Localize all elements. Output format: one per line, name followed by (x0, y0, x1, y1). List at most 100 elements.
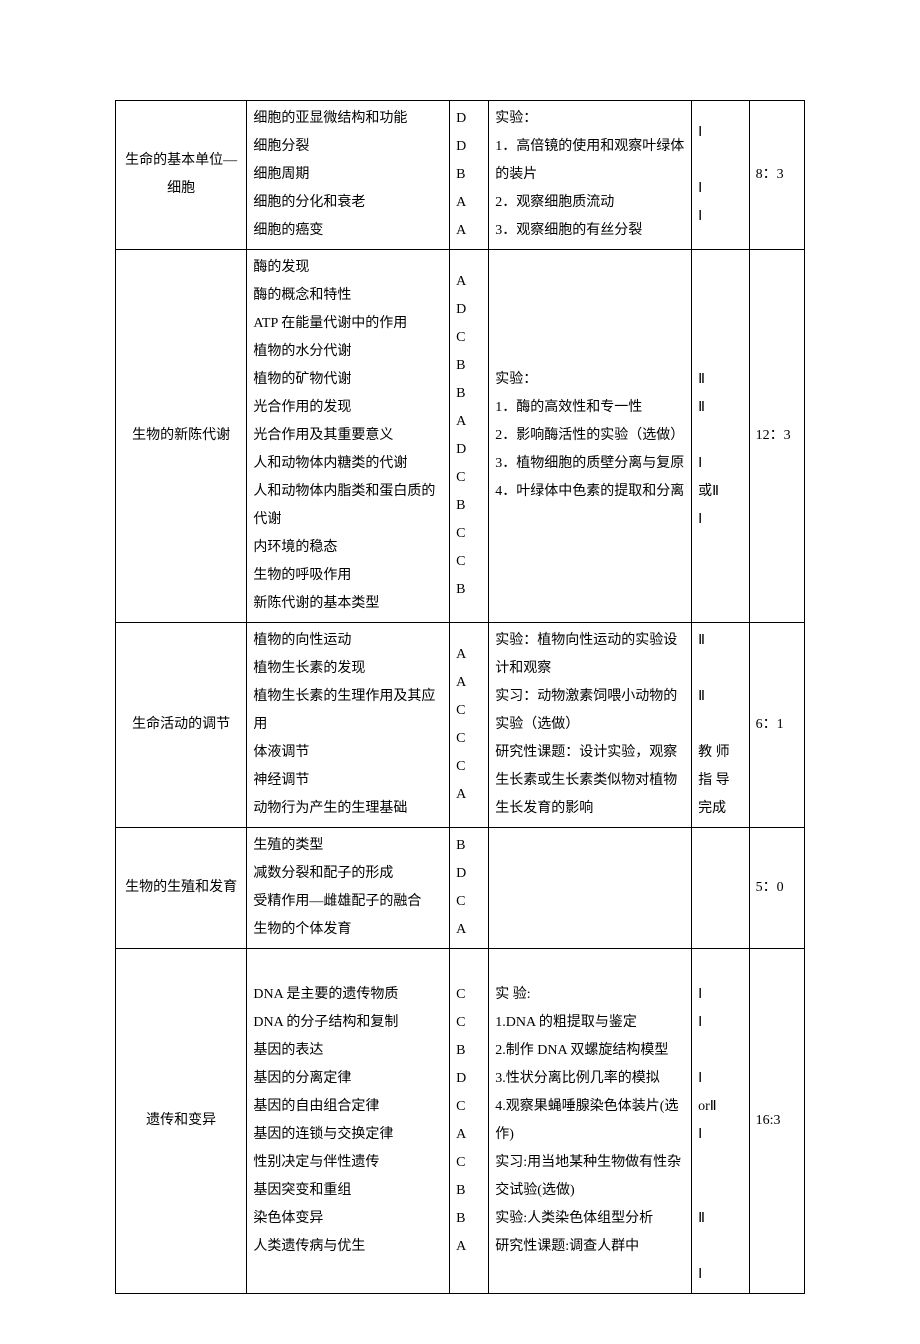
level-item: D (456, 1065, 482, 1093)
knowledge-cell: 酶的发现酶的概念和特性ATP 在能量代谢中的作用植物的水分代谢植物的矿物代谢光合… (247, 250, 450, 623)
topic-cell: 生物的生殖和发育 (116, 828, 247, 949)
experiment-item: 实验： (495, 105, 685, 133)
knowledge-item: 细胞的亚显微结构和功能 (253, 105, 443, 133)
knowledge-item: 光合作用的发现 (253, 394, 443, 422)
level-item: B (456, 576, 482, 604)
topic-cell: 遗传和变异 (116, 949, 247, 1294)
exp-level-item (698, 1037, 743, 1065)
knowledge-item: 性别决定与伴性遗传 (253, 1149, 443, 1177)
level-cell: CCBDCACBBA (450, 949, 489, 1294)
exp-level-item: Ⅰ (698, 175, 743, 203)
knowledge-cell: DNA 是主要的遗传物质DNA 的分子结构和复制基因的表达基因的分离定律基因的自… (247, 949, 450, 1294)
exp-level-item (698, 1177, 743, 1205)
level-item: B (456, 832, 482, 860)
level-item: B (456, 1205, 482, 1233)
level-item: A (456, 669, 482, 697)
experiment-item: 2．观察细胞质流动 (495, 189, 685, 217)
knowledge-item: DNA 是主要的遗传物质 (253, 981, 443, 1009)
knowledge-item: 植物生长素的发现 (253, 655, 443, 683)
exp-level-item: Ⅰ (698, 981, 743, 1009)
experiment-item: 3.性状分离比例几率的模拟 (495, 1065, 685, 1093)
experiment-item: 2.制作 DNA 双螺旋结构模型 (495, 1037, 685, 1065)
topic-cell: 生命的基本单位—细胞 (116, 101, 247, 250)
experiment-item: 实 验: (495, 981, 685, 1009)
table-row: 生命的基本单位—细胞细胞的亚显微结构和功能细胞分裂细胞周期细胞的分化和衰老细胞的… (116, 101, 805, 250)
level-item: C (456, 753, 482, 781)
level-item: C (456, 324, 482, 352)
level-item: A (456, 1121, 482, 1149)
level-item: C (456, 1093, 482, 1121)
exp-level-cell: ⅠⅠ ⅠorⅡⅠ Ⅱ Ⅰ (692, 949, 750, 1294)
curriculum-table: 生命的基本单位—细胞细胞的亚显微结构和功能细胞分裂细胞周期细胞的分化和衰老细胞的… (115, 100, 805, 1294)
level-cell: AACCCA (450, 623, 489, 828)
level-item: B (456, 380, 482, 408)
exp-level-item: Ⅱ (698, 627, 743, 655)
exp-level-item: 或Ⅱ (698, 478, 743, 506)
level-item: D (456, 296, 482, 324)
level-cell: BDCA (450, 828, 489, 949)
experiment-item: 实验：植物向性运动的实验设计和观察 (495, 627, 685, 683)
exp-level-item: Ⅰ (698, 119, 743, 147)
knowledge-item: 体液调节 (253, 739, 443, 767)
exp-level-cell (692, 828, 750, 949)
experiment-item: 4.观察果蝇唾腺染色体装片(选作) (495, 1093, 685, 1149)
level-item: B (456, 1037, 482, 1065)
exp-level-item: Ⅰ (698, 506, 743, 534)
level-item: C (456, 1009, 482, 1037)
ratio-cell: 5：0 (749, 828, 804, 949)
topic-cell: 生物的新陈代谢 (116, 250, 247, 623)
level-item: A (456, 189, 482, 217)
knowledge-item: 人和动物体内脂类和蛋白质的代谢 (253, 478, 443, 534)
level-item: C (456, 520, 482, 548)
knowledge-item: 细胞的分化和衰老 (253, 189, 443, 217)
exp-level-item (698, 147, 743, 175)
knowledge-item: 新陈代谢的基本类型 (253, 590, 443, 618)
exp-level-item: orⅡ (698, 1093, 743, 1121)
experiment-item: 实验:人类染色体组型分析 (495, 1205, 685, 1233)
knowledge-item: 酶的概念和特性 (253, 282, 443, 310)
knowledge-item: 生物的呼吸作用 (253, 562, 443, 590)
exp-level-item: Ⅰ (698, 1121, 743, 1149)
knowledge-item: 减数分裂和配子的形成 (253, 860, 443, 888)
knowledge-item: 受精作用—雌雄配子的融合 (253, 888, 443, 916)
level-item: C (456, 1149, 482, 1177)
ratio-cell: 8：3 (749, 101, 804, 250)
level-item: C (456, 548, 482, 576)
level-item: C (456, 981, 482, 1009)
knowledge-item: 细胞周期 (253, 161, 443, 189)
experiment-cell: 实验：植物向性运动的实验设计和观察实习：动物激素饲喂小动物的实验（选做）研究性课… (489, 623, 692, 828)
exp-level-item: Ⅰ (698, 1065, 743, 1093)
knowledge-item: 基因的分离定律 (253, 1065, 443, 1093)
experiment-cell: 实验：1．酶的高效性和专一性2．影响酶活性的实验（选做）3．植物细胞的质壁分离与… (489, 250, 692, 623)
exp-level-item (698, 422, 743, 450)
level-item: D (456, 105, 482, 133)
experiment-item: 研究性课题：设计实验，观察生长素或生长素类似物对植物生长发育的影响 (495, 739, 685, 823)
exp-level-item: Ⅰ (698, 1261, 743, 1289)
table-row: 遗传和变异DNA 是主要的遗传物质DNA 的分子结构和复制基因的表达基因的分离定… (116, 949, 805, 1294)
table-row: 生物的生殖和发育生殖的类型减数分裂和配子的形成受精作用—雌雄配子的融合生物的个体… (116, 828, 805, 949)
knowledge-item: 生物的个体发育 (253, 916, 443, 944)
level-item: A (456, 781, 482, 809)
level-item: C (456, 464, 482, 492)
exp-level-item (698, 338, 743, 366)
knowledge-item: 生殖的类型 (253, 832, 443, 860)
level-item: B (456, 161, 482, 189)
knowledge-item: 内环境的稳态 (253, 534, 443, 562)
knowledge-item: 神经调节 (253, 767, 443, 795)
experiment-item: 实验： (495, 366, 685, 394)
experiment-item: 4．叶绿体中色素的提取和分离 (495, 478, 685, 506)
exp-level-cell: Ⅰ ⅠⅠ (692, 101, 750, 250)
level-item: B (456, 1177, 482, 1205)
level-item: B (456, 352, 482, 380)
knowledge-cell: 生殖的类型减数分裂和配子的形成受精作用—雌雄配子的融合生物的个体发育 (247, 828, 450, 949)
level-item: D (456, 860, 482, 888)
experiment-item: 2．影响酶活性的实验（选做） (495, 422, 685, 450)
knowledge-item: 植物的水分代谢 (253, 338, 443, 366)
knowledge-item: 光合作用及其重要意义 (253, 422, 443, 450)
exp-level-item (698, 711, 743, 739)
level-item: A (456, 408, 482, 436)
level-item: A (456, 916, 482, 944)
experiment-cell (489, 828, 692, 949)
exp-level-item (698, 1149, 743, 1177)
level-cell: ADCBBADCBCCB (450, 250, 489, 623)
